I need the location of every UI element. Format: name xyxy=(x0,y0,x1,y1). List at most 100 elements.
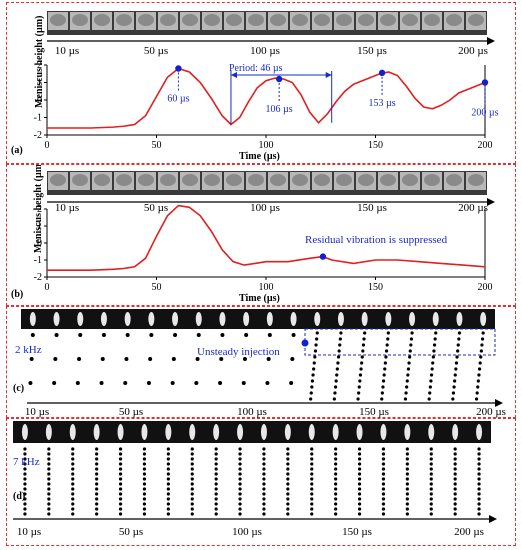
droplet xyxy=(407,361,411,365)
droplet xyxy=(356,397,360,401)
frame-texture xyxy=(380,14,396,26)
droplet xyxy=(453,467,457,471)
droplet xyxy=(262,502,266,506)
droplet xyxy=(124,357,129,361)
droplet xyxy=(262,477,266,481)
panel-d-nozzle xyxy=(69,424,76,440)
panel-c-nozzle xyxy=(195,312,202,326)
droplet xyxy=(23,447,27,451)
frame-texture xyxy=(468,14,484,26)
droplet xyxy=(453,482,457,486)
droplet xyxy=(47,472,51,476)
droplet xyxy=(310,482,314,486)
droplet xyxy=(453,462,457,466)
droplet xyxy=(190,497,194,501)
droplet xyxy=(334,457,338,461)
droplet xyxy=(429,472,433,476)
panel-d-nozzle xyxy=(21,424,28,440)
panel-b-curve xyxy=(47,204,486,271)
panel-c-time-tick: 150 µs xyxy=(359,406,389,418)
droplet xyxy=(333,385,338,389)
droplet xyxy=(384,355,388,359)
droplet xyxy=(453,512,457,516)
frame-texture xyxy=(72,174,88,186)
droplet xyxy=(95,447,99,451)
droplet xyxy=(47,467,51,471)
droplet xyxy=(23,482,27,486)
droplet xyxy=(358,379,362,383)
panel-a-x-tick: 100 xyxy=(259,140,274,151)
droplet xyxy=(95,487,99,491)
panel-b-time-axis xyxy=(47,198,495,206)
droplet xyxy=(405,457,409,461)
frame-texture xyxy=(424,174,440,186)
droplet xyxy=(95,462,99,466)
panel-d-nozzle xyxy=(93,424,100,440)
droplet xyxy=(190,462,194,466)
droplet xyxy=(118,452,123,456)
droplet xyxy=(286,472,290,476)
droplet xyxy=(47,447,51,451)
frame-texture xyxy=(50,174,66,186)
droplet xyxy=(429,507,433,511)
droplet xyxy=(47,482,51,486)
droplet xyxy=(310,457,314,461)
suppressed-annotation: Residual vibration is suppressed xyxy=(305,234,448,246)
droplet xyxy=(47,477,51,481)
droplet xyxy=(457,331,462,335)
droplet xyxy=(429,502,433,506)
panel-c-nozzle xyxy=(172,312,179,326)
droplet xyxy=(332,397,336,401)
droplet xyxy=(477,507,481,511)
droplet xyxy=(380,397,384,401)
droplet xyxy=(381,379,386,383)
panel-d-label: (d) xyxy=(13,491,25,502)
droplet xyxy=(101,333,106,337)
droplet xyxy=(381,462,386,466)
droplet xyxy=(47,487,51,491)
droplet xyxy=(220,333,225,337)
droplet xyxy=(313,355,317,359)
droplet xyxy=(262,462,266,466)
droplet xyxy=(431,361,435,365)
panel-b-x-tick: 50 xyxy=(152,282,162,293)
droplet xyxy=(244,333,249,337)
frame-texture xyxy=(314,174,330,186)
droplet xyxy=(262,487,266,491)
droplet xyxy=(455,355,459,359)
droplet xyxy=(262,457,266,461)
panel-a-time-tick: 10 µs xyxy=(55,45,79,57)
droplet xyxy=(125,333,130,337)
droplet xyxy=(95,477,99,481)
droplet xyxy=(429,497,433,501)
droplet xyxy=(477,492,481,496)
droplet xyxy=(262,447,266,451)
panel-d-nozzle xyxy=(260,424,267,440)
droplet xyxy=(409,343,413,347)
droplet xyxy=(477,462,481,466)
panel-c-nozzle xyxy=(266,312,273,326)
droplet xyxy=(190,487,194,491)
droplet xyxy=(338,343,342,347)
droplet xyxy=(190,447,194,451)
panel-a-time-tick: 150 µs xyxy=(357,45,387,57)
droplet xyxy=(338,337,342,341)
droplet xyxy=(118,492,123,496)
droplet xyxy=(408,349,412,353)
droplet xyxy=(238,497,242,501)
droplet xyxy=(71,492,75,496)
droplet xyxy=(334,447,338,451)
panel-b-y-tick: 2 xyxy=(37,204,42,215)
droplet xyxy=(310,477,314,481)
droplet xyxy=(405,467,409,471)
droplet xyxy=(357,462,362,466)
droplet xyxy=(262,512,266,516)
panel-b-ylabel: Meniscus height (µm) xyxy=(33,165,44,253)
droplet xyxy=(477,367,482,371)
panel-d-nozzle xyxy=(452,424,459,440)
droplet xyxy=(214,457,218,461)
droplet xyxy=(481,331,485,335)
droplet xyxy=(286,447,290,451)
panel-d-nozzle-strip xyxy=(13,421,491,443)
droplet xyxy=(310,502,314,506)
